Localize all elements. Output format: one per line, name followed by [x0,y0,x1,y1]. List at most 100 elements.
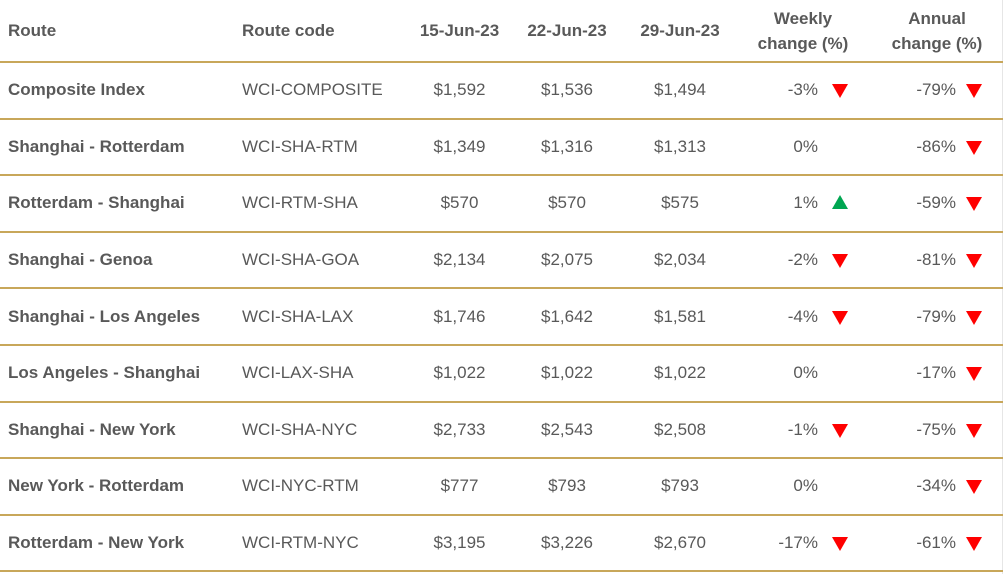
annual-change-value: -86% [916,136,956,156]
price-15-jun-23: $1,022 [433,363,486,383]
price-22-jun-23: $1,536 [541,80,593,100]
route-code: WCI-SHA-GOA [242,250,360,270]
route-name: Los Angeles - Shanghai [8,363,201,383]
price-29-jun-23: $1,022 [654,363,706,383]
down-triangle-icon [966,84,982,99]
down-triangle-icon [966,537,982,552]
price-15-jun-23: $1,746 [433,306,486,326]
weekly-change-value: 0% [793,363,818,383]
down-triangle-icon [966,197,982,212]
annual-change-value: -75% [916,419,956,439]
price-15-jun-23: $570 [440,193,479,213]
table-row: Shanghai - Los Angeles WCI-SHA-LAX $1,746 $… [0,289,1003,346]
price-29-jun-23: $2,508 [654,419,706,439]
weekly-change-value: 0% [793,476,818,496]
down-triangle-icon [832,423,848,438]
down-triangle-icon [832,537,848,552]
route-code: WCI-SHA-LAX [242,306,354,326]
right-edge-line [1002,0,1003,574]
header-route-code: Route code [242,21,335,40]
annual-change-value: -61% [916,533,956,553]
table-row: Shanghai - Rotterdam WCI-SHA-RTM $1,349 $1,… [0,120,1003,177]
weekly-change-cell: 1% [740,176,866,231]
down-triangle-icon [832,84,848,99]
weekly-change-value: -4% [787,306,818,326]
table-row: Shanghai - New York WCI-SHA-NYC $2,733 $2,5… [0,403,1003,460]
price-29-jun-23: $2,670 [654,533,706,553]
route-name: Rotterdam - New York [8,533,185,553]
route-name: Composite Index [8,80,145,100]
weekly-change-value: 0% [793,136,818,156]
route-name: Shanghai - Rotterdam [8,136,185,156]
price-29-jun-23: $2,034 [654,250,706,270]
table-row: New York - Rotterdam WCI-NYC-RTM $777 $793 $… [0,459,1003,516]
down-triangle-icon [966,480,982,495]
header-date-1: 15-Jun-23 [419,21,500,40]
annual-change-value: -79% [916,306,956,326]
price-22-jun-23: $3,226 [541,533,593,553]
weekly-change-value: 1% [793,193,818,213]
price-15-jun-23: $2,733 [433,419,486,439]
route-name: Shanghai - New York [8,419,176,439]
header-date-2: 22-Jun-23 [527,21,607,40]
weekly-change-cell: -1% [740,403,866,458]
price-15-jun-23: $2,134 [433,250,486,270]
table-row: Los Angeles - Shanghai WCI-LAX-SHA $1,022 $… [0,346,1003,403]
table-header-row: Route Route code 15-Jun-23 22-Jun-23 29-… [0,0,1003,63]
weekly-change-value: -2% [787,250,818,270]
weekly-change-value: -17% [778,533,818,553]
down-triangle-icon [966,423,982,438]
header-date-3: 29-Jun-23 [640,21,720,40]
header-annual-change: Annual change (%) [874,0,1000,61]
down-triangle-icon [832,254,848,269]
annual-change-cell: -75% [874,403,1000,458]
price-22-jun-23: $1,642 [541,306,593,326]
annual-change-cell: -61% [874,516,1000,571]
price-15-jun-23: $1,349 [433,136,486,156]
down-triangle-icon [832,310,848,325]
price-22-jun-23: $2,543 [541,419,593,439]
annual-change-value: -59% [916,193,956,213]
weekly-change-value: -3% [787,80,818,100]
route-code: WCI-RTM-SHA [242,193,358,213]
down-triangle-icon [966,140,982,155]
annual-change-cell: -34% [874,459,1000,514]
price-22-jun-23: $793 [548,476,586,496]
up-triangle-icon [832,195,848,210]
annual-change-value: -79% [916,80,956,100]
weekly-change-value: -1% [787,419,818,439]
price-29-jun-23: $575 [661,193,699,213]
header-weekly-change: Weekly change (%) [740,0,866,61]
down-triangle-icon [966,367,982,382]
route-code: WCI-RTM-NYC [242,533,359,553]
weekly-change-cell: -4% [740,289,866,344]
route-name: New York - Rotterdam [8,476,185,496]
table-row: Composite Index WCI-COMPOSITE $1,592 $1,536… [0,63,1003,120]
header-route: Route [8,21,57,40]
header-annual-line2: change (%) [891,33,983,53]
price-15-jun-23: $3,195 [433,533,486,553]
weekly-change-cell: 0% [740,459,866,514]
table-row: Rotterdam - New York WCI-RTM-NYC $3,195 $3,… [0,516,1003,573]
price-22-jun-23: $1,022 [541,363,593,383]
price-22-jun-23: $2,075 [541,250,593,270]
price-22-jun-23: $570 [548,193,586,213]
price-29-jun-23: $1,313 [654,136,706,156]
weekly-change-cell: 0% [740,120,866,175]
header-annual-line1: Annual [908,8,966,28]
weekly-change-cell: -2% [740,233,866,288]
table-row: Rotterdam - Shanghai WCI-RTM-SHA $570 $570 $… [0,176,1003,233]
route-code: WCI-LAX-SHA [242,363,354,383]
route-name: Rotterdam - Shanghai [8,193,185,213]
annual-change-cell: -79% [874,63,1000,118]
weekly-change-cell: -3% [740,63,866,118]
down-triangle-icon [966,310,982,325]
route-code: WCI-SHA-RTM [242,136,358,156]
annual-change-value: -81% [916,250,956,270]
weekly-change-cell: -17% [740,516,866,571]
route-name: Shanghai - Los Angeles [8,306,201,326]
route-name: Shanghai - Genoa [8,250,153,270]
table-row: Shanghai - Genoa WCI-SHA-GOA $2,134 $2,075 $… [0,233,1003,290]
annual-change-value: -34% [916,476,956,496]
